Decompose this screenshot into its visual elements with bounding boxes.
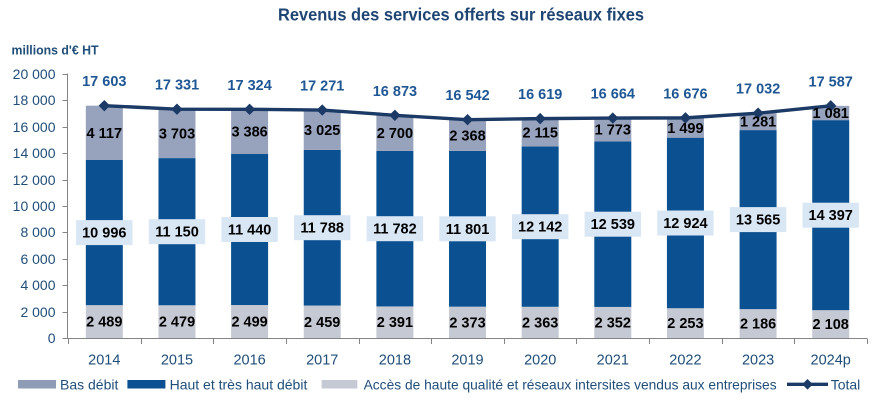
svg-text:12 539: 12 539: [591, 217, 635, 233]
svg-text:2 253: 2 253: [667, 316, 703, 332]
svg-text:2020: 2020: [524, 353, 556, 369]
svg-text:2 499: 2 499: [231, 315, 267, 331]
svg-text:2015: 2015: [161, 353, 193, 369]
svg-text:1 081: 1 081: [813, 106, 849, 122]
svg-text:2 368: 2 368: [449, 128, 485, 144]
svg-text:2 352: 2 352: [595, 316, 631, 332]
svg-text:3 386: 3 386: [231, 125, 267, 141]
svg-text:16 873: 16 873: [373, 84, 417, 100]
svg-text:12 142: 12 142: [518, 220, 562, 236]
svg-text:2 115: 2 115: [522, 126, 558, 142]
svg-text:11 801: 11 801: [446, 222, 490, 238]
svg-text:13 565: 13 565: [736, 213, 780, 229]
svg-text:16 000: 16 000: [13, 119, 56, 135]
svg-text:2022: 2022: [669, 353, 701, 369]
svg-text:17 032: 17 032: [736, 82, 780, 98]
svg-text:3 703: 3 703: [159, 127, 195, 143]
svg-text:16 542: 16 542: [445, 88, 489, 104]
svg-text:11 788: 11 788: [300, 221, 344, 237]
svg-text:2021: 2021: [597, 353, 629, 369]
svg-text:1 281: 1 281: [740, 115, 776, 131]
svg-text:4 000: 4 000: [20, 277, 55, 293]
svg-text:11 782: 11 782: [373, 222, 417, 238]
svg-text:1 773: 1 773: [595, 123, 631, 139]
svg-text:Accès de haute qualité et rése: Accès de haute qualité et réseaux inters…: [364, 377, 777, 393]
svg-text:16 664: 16 664: [591, 87, 635, 103]
svg-text:2 186: 2 186: [740, 317, 776, 333]
svg-text:17 324: 17 324: [227, 78, 271, 94]
svg-text:18 000: 18 000: [13, 92, 56, 108]
svg-text:10 996: 10 996: [82, 226, 126, 242]
svg-text:2023: 2023: [742, 353, 774, 369]
svg-text:17 603: 17 603: [82, 74, 126, 90]
svg-text:14 000: 14 000: [13, 145, 56, 161]
svg-text:12 000: 12 000: [13, 172, 56, 188]
svg-text:2 363: 2 363: [522, 315, 558, 331]
svg-text:Total: Total: [831, 377, 861, 393]
svg-text:millions d'€ HT: millions d'€ HT: [12, 43, 99, 58]
svg-text:2 000: 2 000: [20, 304, 55, 320]
svg-text:11 150: 11 150: [155, 225, 199, 241]
svg-text:2014: 2014: [88, 353, 120, 369]
svg-text:4 117: 4 117: [87, 126, 123, 142]
svg-text:2019: 2019: [451, 353, 483, 369]
svg-text:17 271: 17 271: [300, 79, 344, 95]
svg-text:Haut et très haut débit: Haut et très haut débit: [170, 377, 308, 393]
svg-text:10 000: 10 000: [13, 198, 56, 214]
svg-text:2 700: 2 700: [377, 126, 413, 142]
svg-text:6 000: 6 000: [20, 251, 55, 267]
svg-text:20 000: 20 000: [13, 66, 56, 82]
svg-text:16 676: 16 676: [663, 86, 707, 102]
svg-text:8 000: 8 000: [20, 224, 55, 240]
svg-text:2 479: 2 479: [159, 315, 195, 331]
svg-text:17 587: 17 587: [809, 74, 853, 90]
svg-text:14 397: 14 397: [809, 208, 853, 224]
svg-text:12 924: 12 924: [663, 216, 707, 232]
svg-text:0: 0: [48, 330, 56, 346]
svg-text:1 499: 1 499: [667, 121, 703, 137]
svg-text:3 025: 3 025: [304, 123, 340, 139]
svg-text:11 440: 11 440: [228, 223, 272, 239]
svg-text:2 108: 2 108: [813, 317, 849, 333]
svg-text:2 489: 2 489: [86, 315, 122, 331]
svg-text:Bas débit: Bas débit: [60, 377, 118, 393]
svg-text:2016: 2016: [233, 353, 265, 369]
svg-text:17 331: 17 331: [155, 78, 199, 94]
svg-text:2 459: 2 459: [304, 315, 340, 331]
svg-text:2 391: 2 391: [377, 315, 413, 331]
svg-text:Revenus des services offerts s: Revenus des services offerts sur réseaux…: [278, 5, 644, 25]
svg-text:2024p: 2024p: [811, 353, 851, 369]
svg-text:2017: 2017: [306, 353, 338, 369]
svg-text:2018: 2018: [379, 353, 411, 369]
svg-text:2 373: 2 373: [449, 315, 485, 331]
svg-text:16 619: 16 619: [518, 87, 562, 103]
